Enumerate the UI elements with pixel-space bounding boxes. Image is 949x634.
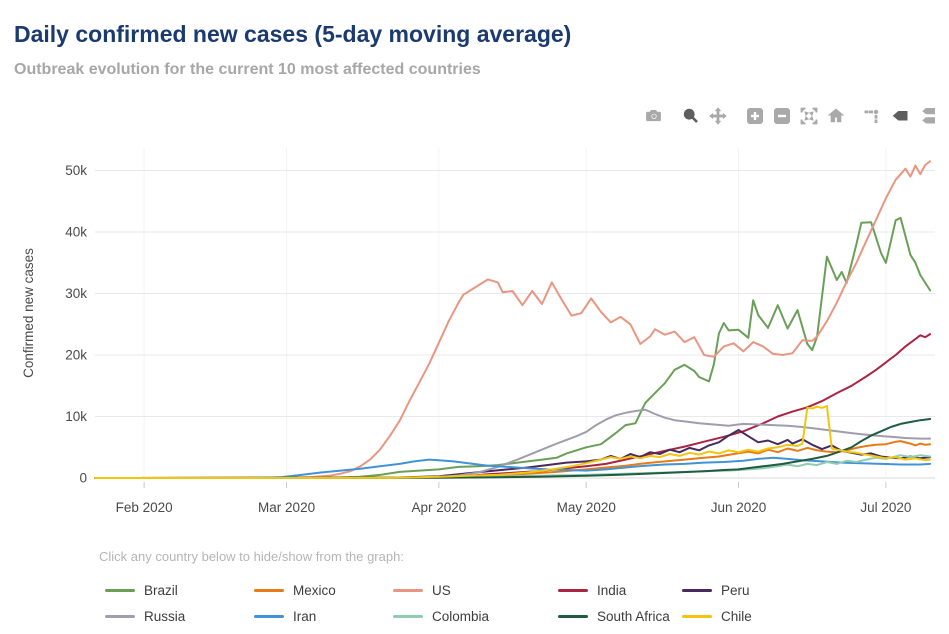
series-line-russia — [94, 408, 932, 479]
x-tick-label: May 2020 — [557, 500, 616, 515]
x-tick-label: Apr 2020 — [411, 500, 466, 515]
legend-item-brazil[interactable]: Brazil — [105, 577, 254, 603]
legend: Brazil Mexico US India Peru Russia Iran Colombi… — [105, 577, 752, 629]
legend-item-label: South Africa — [597, 608, 670, 624]
x-tick-label: Mar 2020 — [258, 500, 315, 515]
legend-item-label: Russia — [144, 608, 186, 624]
page-title: Daily confirmed new cases (5-day moving … — [14, 21, 572, 48]
legend-swatch-icon — [682, 614, 712, 618]
legend-item-peru[interactable]: Peru — [682, 577, 752, 603]
legend-item-mexico[interactable]: Mexico — [254, 577, 393, 603]
zoom-out-icon[interactable] — [772, 106, 792, 126]
legend-swatch-icon — [254, 588, 284, 592]
legend-item-label: India — [597, 582, 627, 598]
legend-item-russia[interactable]: Russia — [105, 603, 254, 629]
x-tick-label: Jun 2020 — [711, 500, 767, 515]
legend-hint: Click any country below to hide/show fro… — [99, 549, 404, 564]
legend-item-label: Mexico — [293, 582, 336, 598]
camera-icon[interactable] — [644, 106, 664, 126]
legend-swatch-icon — [393, 588, 423, 592]
pan-icon[interactable] — [708, 106, 728, 126]
hover-closest-icon[interactable] — [890, 106, 910, 126]
legend-swatch-icon — [105, 614, 135, 618]
page-subtitle: Outbreak evolution for the current 10 mo… — [14, 61, 481, 79]
legend-item-label: Colombia — [432, 608, 490, 624]
legend-swatch-icon — [682, 588, 712, 592]
legend-item-us[interactable]: US — [393, 577, 558, 603]
legend-swatch-icon — [393, 614, 423, 618]
legend-swatch-icon — [254, 614, 284, 618]
legend-item-label: Chile — [721, 608, 752, 624]
legend-item-iran[interactable]: Iran — [254, 603, 393, 629]
series-line-brazil — [94, 216, 932, 479]
legend-item-colombia[interactable]: Colombia — [393, 603, 558, 629]
y-tick-label: 30k — [65, 286, 87, 301]
y-axis-title: Confirmed new cases — [21, 248, 36, 378]
series-line-peru — [94, 429, 932, 479]
legend-item-label: US — [432, 582, 451, 598]
series-line-chile — [94, 405, 932, 479]
autoscale-icon[interactable] — [799, 106, 819, 126]
plotly-modebar — [637, 106, 937, 126]
legend-item-label: Brazil — [144, 582, 178, 598]
x-tick-label: Jul 2020 — [860, 500, 911, 515]
reset-home-icon[interactable] — [826, 106, 846, 126]
legend-swatch-icon — [558, 614, 588, 618]
y-tick-label: 20k — [65, 348, 87, 363]
series-line-mexico — [94, 440, 932, 479]
hover-compare-icon[interactable] — [917, 106, 937, 126]
x-tick-label: Feb 2020 — [116, 500, 173, 515]
y-tick-label: 50k — [65, 163, 87, 178]
series-line-iran — [94, 456, 932, 479]
y-tick-label: 10k — [65, 409, 87, 424]
y-tick-label: 40k — [65, 225, 87, 240]
legend-item-label: Peru — [721, 582, 750, 598]
zoom-icon[interactable] — [681, 106, 701, 126]
legend-item-south-africa[interactable]: South Africa — [558, 603, 682, 629]
legend-item-india[interactable]: India — [558, 577, 682, 603]
legend-item-label: Iran — [293, 608, 317, 624]
series-line-us — [94, 160, 932, 479]
zoom-in-icon[interactable] — [745, 106, 765, 126]
legend-swatch-icon — [558, 588, 588, 592]
series-line-south-africa — [94, 418, 932, 479]
legend-swatch-icon — [105, 588, 135, 592]
legend-item-chile[interactable]: Chile — [682, 603, 752, 629]
series-line-india — [94, 333, 932, 479]
spikelines-icon[interactable] — [863, 106, 883, 126]
y-tick-label: 0 — [79, 471, 87, 486]
